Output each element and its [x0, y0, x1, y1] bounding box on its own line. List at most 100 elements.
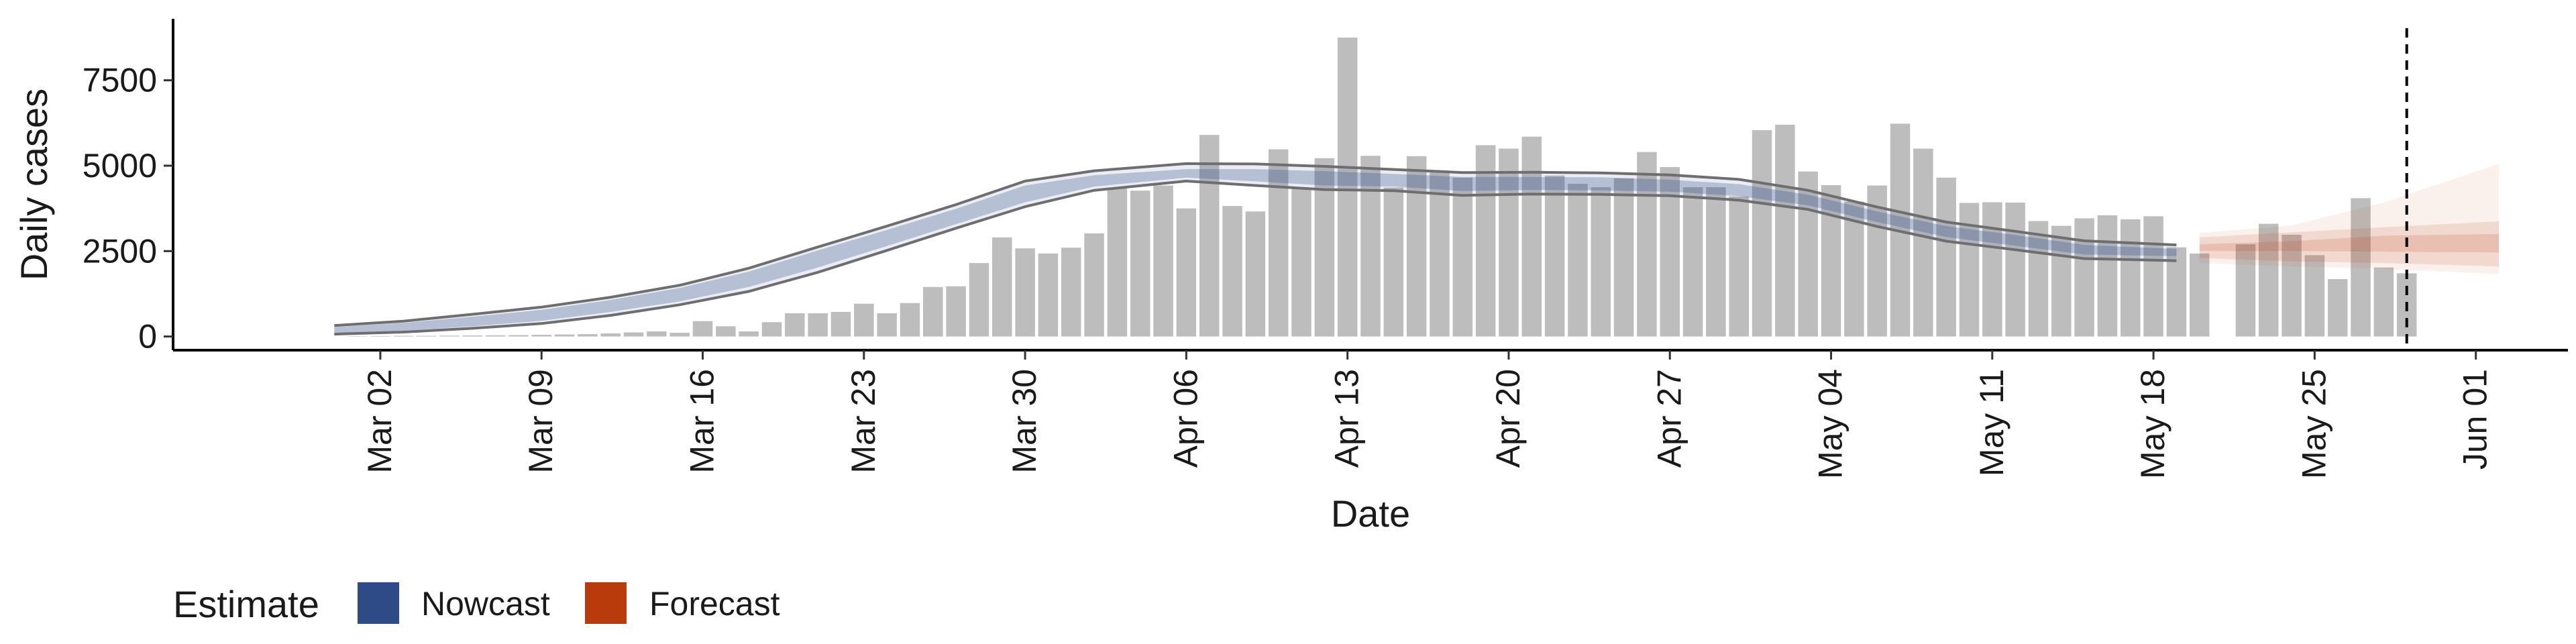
bar [1752, 130, 1772, 337]
bar [462, 335, 483, 337]
bar [1084, 233, 1104, 337]
legend-key-forecast [585, 582, 627, 624]
bar [2351, 198, 2371, 337]
x-tick-label: Jun 01 [2457, 369, 2494, 470]
x-axis-title: Date [1331, 492, 1410, 535]
bar [439, 335, 460, 337]
bar [578, 334, 598, 337]
bar [1199, 135, 1220, 337]
bar [1038, 253, 1059, 337]
legend-label-forecast: Forecast [649, 585, 780, 623]
nowcast-series [334, 162, 2177, 336]
bar [1383, 187, 1404, 337]
bar [877, 313, 897, 337]
bar [669, 333, 690, 337]
bar [2327, 279, 2348, 337]
bar [1061, 248, 1081, 337]
bar [1245, 211, 1266, 337]
bar [2373, 267, 2394, 337]
bar [716, 326, 736, 337]
bar [2304, 255, 2325, 337]
bar [1499, 148, 1519, 337]
bar [600, 333, 621, 337]
nowcast-outer-band [334, 163, 2177, 335]
bar [854, 303, 874, 337]
bar [2005, 202, 2025, 337]
bar [1821, 185, 1841, 337]
bar-series [347, 38, 2417, 337]
x-tick-label: Mar 02 [361, 369, 398, 474]
bar [1913, 148, 1933, 337]
bar [508, 335, 529, 337]
bar [946, 286, 966, 337]
bar [1222, 206, 1242, 337]
legend-key-nowcast [358, 582, 399, 624]
bar [739, 331, 759, 337]
bar [830, 311, 851, 337]
plot-area [334, 28, 2499, 350]
bar [2028, 221, 2049, 337]
forecast-inner-band [2199, 233, 2499, 253]
legend: Estimate Nowcast Forecast [173, 582, 780, 625]
bar [1798, 171, 1818, 337]
x-tick-label: Apr 20 [1489, 369, 1527, 468]
bar [370, 335, 390, 337]
x-tick-label: May 11 [1973, 369, 2010, 476]
bar [485, 335, 506, 337]
bar [2051, 225, 2072, 337]
bar [1568, 183, 1588, 337]
bar [1521, 136, 1542, 337]
bar [1452, 177, 1473, 337]
bar [1268, 149, 1289, 337]
x-tick-label: May 25 [2295, 369, 2332, 479]
bar [1544, 175, 1565, 337]
bar [2235, 244, 2256, 337]
bar [2258, 223, 2279, 337]
y-tick-label: 0 [138, 318, 157, 356]
bar [2121, 219, 2141, 337]
bar [2190, 253, 2210, 337]
bar [992, 237, 1012, 337]
bar [692, 321, 713, 337]
bar [785, 313, 805, 337]
forecast-mid-band [2199, 221, 2499, 267]
x-tick-label: May 04 [1812, 369, 1849, 479]
nowcast-band [334, 169, 2177, 333]
bar [1706, 187, 1726, 337]
bar [1430, 172, 1450, 337]
bar [969, 263, 989, 337]
bar [1729, 196, 1749, 337]
y-axis-ticks: 0 2500 5000 7500 [83, 62, 173, 356]
bar [2282, 234, 2302, 337]
x-tick-label: Mar 23 [845, 369, 882, 474]
x-tick-label: Mar 16 [684, 369, 721, 474]
bar [1775, 124, 1795, 337]
bar [1936, 177, 1956, 337]
bar [2074, 218, 2094, 337]
bar [1591, 187, 1611, 337]
y-tick-label: 2500 [83, 232, 157, 270]
bar [647, 331, 667, 337]
bar [2143, 216, 2163, 337]
axes: Mar 02 Mar 09 Mar 16 Mar 23 Mar 30 Apr 06 Apr … [13, 19, 2568, 535]
bar [1337, 38, 1358, 337]
bar [1176, 208, 1197, 337]
bar [531, 335, 551, 337]
bar [1982, 202, 2002, 337]
legend-title: Estimate [173, 583, 319, 625]
forecast-series [2199, 164, 2499, 274]
nowcast-upper-line [334, 162, 2177, 327]
bar [416, 335, 437, 337]
x-axis-ticks: Mar 02 Mar 09 Mar 16 Mar 23 Mar 30 Apr 06 Apr … [361, 350, 2494, 479]
bar [1613, 178, 1634, 337]
y-tick-label: 7500 [83, 62, 157, 99]
bar [623, 332, 644, 337]
y-axis-title: Daily cases [13, 89, 55, 280]
bar [808, 313, 828, 337]
bar [1475, 145, 1496, 337]
bar [2166, 247, 2187, 337]
bar [1360, 156, 1381, 337]
x-tick-label: Apr 27 [1650, 369, 1688, 468]
bar [1637, 152, 1657, 337]
